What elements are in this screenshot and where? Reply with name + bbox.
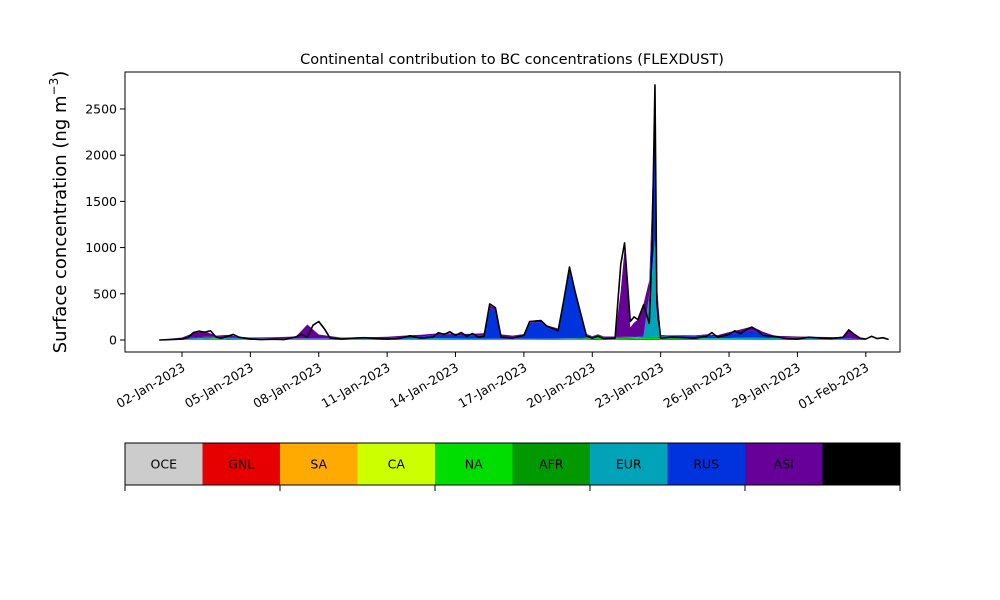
- legend-swatch-oce: [125, 443, 203, 485]
- legend-label-na: NA: [465, 457, 483, 472]
- legend-label-asi: ASI: [774, 457, 794, 472]
- y-axis: 0 500 1000 1500 2000 2500: [85, 101, 125, 347]
- x-tick-label: 29-Jan-2023: [729, 360, 803, 411]
- x-tick-label: 08-Jan-2023: [250, 360, 324, 411]
- x-tick-label: 05-Jan-2023: [182, 360, 256, 411]
- x-tick-label: 17-Jan-2023: [455, 360, 529, 411]
- x-tick-label: 01-Feb-2023: [795, 360, 871, 412]
- y-axis-label: Surface concentration (ng m−3): [47, 71, 71, 354]
- legend-frame: [124, 442, 901, 486]
- y-tick-label: 1000: [85, 240, 117, 255]
- legend-swatch-sa: [280, 443, 358, 485]
- color-legend: OCE GNL SA CA NA AFR EUR RUS ASI AUS: [124, 442, 901, 491]
- total-concentration-line: [159, 84, 889, 341]
- y-tick-label: 500: [93, 286, 117, 301]
- legend-swatch-eur: [590, 443, 668, 485]
- legend-label-gnl: GNL: [228, 457, 254, 472]
- legend-swatch-ca: [357, 443, 436, 485]
- legend-label-eur: EUR: [616, 457, 642, 472]
- chart-title: Continental contribution to BC concentra…: [300, 52, 724, 68]
- x-tick-label: 20-Jan-2023: [524, 360, 598, 411]
- x-tick-label: 14-Jan-2023: [387, 360, 461, 411]
- legend-swatch-rus: [667, 443, 746, 485]
- legend-label-oce: OCE: [151, 457, 178, 472]
- legend-swatch-afr: [512, 443, 591, 485]
- x-axis: 02-Jan-202305-Jan-202308-Jan-202311-Jan-…: [114, 352, 871, 412]
- area-gnl: [159, 339, 866, 340]
- area-eur: [159, 239, 866, 340]
- legend-label-afr: AFR: [539, 457, 564, 472]
- area-rus: [159, 119, 866, 340]
- x-tick-label: 23-Jan-2023: [592, 360, 666, 411]
- x-tick-label: 26-Jan-2023: [661, 360, 735, 411]
- legend-label-rus: RUS: [693, 457, 719, 472]
- plot-frame: [124, 71, 901, 353]
- area-na: [159, 336, 866, 340]
- legend-label-aus: AUS: [848, 457, 874, 472]
- y-axis-label-exponent: −3: [47, 78, 61, 96]
- y-tick-label: 0: [109, 332, 117, 347]
- y-tick-label: 1500: [85, 194, 117, 209]
- legend-swatch-na: [435, 443, 513, 485]
- y-axis-label-text: Surface concentration (ng m: [50, 95, 71, 353]
- area-aus: [159, 108, 866, 340]
- legend-swatch-gnl: [202, 443, 281, 485]
- legend-swatch-asi: [745, 443, 823, 485]
- plot-area: [124, 71, 901, 353]
- y-tick-label: 2500: [85, 101, 117, 116]
- x-tick-label: 02-Jan-2023: [114, 360, 188, 411]
- x-tick-label: 11-Jan-2023: [319, 360, 393, 411]
- y-axis-label-close: ): [50, 71, 71, 78]
- area-asi: [159, 108, 866, 340]
- legend-swatch-aus: [822, 443, 901, 485]
- legend-label-sa: SA: [310, 457, 327, 472]
- y-tick-label: 2000: [85, 148, 117, 163]
- stacked-areas: [159, 108, 866, 340]
- legend-label-ca: CA: [388, 457, 406, 472]
